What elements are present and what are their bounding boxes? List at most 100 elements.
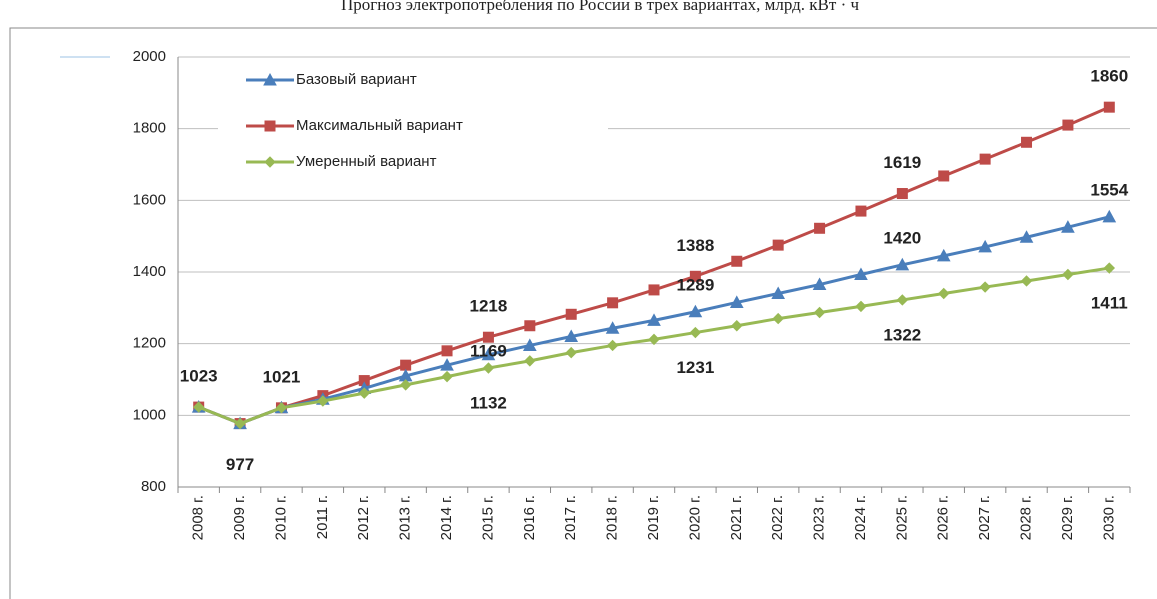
point-marker <box>564 329 579 342</box>
point-marker <box>317 395 329 407</box>
point-marker <box>275 402 288 414</box>
point-marker <box>482 362 495 374</box>
data-label: 1619 <box>883 153 921 172</box>
x-tick-label: 2011 г. <box>314 495 331 539</box>
data-label: 1023 <box>180 367 218 386</box>
legend-marker <box>264 120 276 132</box>
point-marker <box>1062 268 1074 281</box>
point-marker <box>771 286 786 299</box>
point-marker <box>855 300 867 313</box>
x-tick-label: 2027 г. <box>976 495 993 540</box>
x-tick-label: 2013 г. <box>397 495 414 540</box>
x-tick-label: 2017 г. <box>562 495 579 540</box>
x-tick-label: 2014 г. <box>438 495 455 540</box>
chart-frame <box>9 27 1157 599</box>
x-tick-label: 2020 г. <box>686 495 703 540</box>
point-marker <box>1103 262 1116 274</box>
point-marker <box>688 304 703 318</box>
y-tick-label: 1000 <box>133 406 166 423</box>
x-tick-label: 2025 г. <box>893 495 910 540</box>
data-label: 1231 <box>676 358 714 377</box>
x-tick-label: 2028 г. <box>1017 495 1034 540</box>
point-marker <box>938 170 950 182</box>
point-marker <box>689 326 702 339</box>
point-marker <box>482 331 494 343</box>
point-marker <box>565 308 577 320</box>
x-tick-label: 2009 г. <box>231 495 248 540</box>
x-tick-label: 2023 г. <box>811 495 828 540</box>
x-tick-label: 2021 г. <box>728 495 745 540</box>
point-marker <box>772 312 784 325</box>
point-marker <box>1103 101 1115 113</box>
y-tick-label: 2000 <box>133 48 166 65</box>
legend-marker <box>263 72 277 86</box>
point-marker <box>524 320 536 332</box>
point-marker <box>731 255 743 267</box>
point-marker <box>896 188 908 200</box>
point-marker <box>522 338 537 351</box>
point-marker <box>606 339 619 352</box>
point-marker <box>1102 209 1117 223</box>
point-marker <box>689 270 701 282</box>
x-tick-label: 2022 г. <box>769 495 786 540</box>
legend-label: Базовый вариант <box>296 71 417 88</box>
y-tick-label: 1200 <box>133 335 166 352</box>
legend-label: Максимальный вариант <box>296 117 463 134</box>
point-marker <box>441 345 453 357</box>
point-marker <box>854 267 868 281</box>
y-tick-label: 1800 <box>133 120 166 137</box>
point-marker <box>938 287 950 300</box>
point-marker <box>234 417 246 430</box>
data-label: 1218 <box>470 297 508 316</box>
point-marker <box>565 346 577 359</box>
point-marker <box>648 284 660 296</box>
x-tick-label: 2024 г. <box>852 495 869 540</box>
point-marker <box>729 295 744 308</box>
point-marker <box>524 355 536 367</box>
point-marker <box>978 239 992 253</box>
y-tick-label: 1400 <box>133 263 166 280</box>
x-tick-label: 2010 г. <box>272 495 289 540</box>
point-marker <box>1062 119 1074 131</box>
x-tick-label: 2015 г. <box>479 495 496 540</box>
point-marker <box>814 222 826 234</box>
point-marker <box>936 248 951 262</box>
x-tick-label: 2012 г. <box>355 495 372 540</box>
point-marker <box>481 347 496 361</box>
data-label: 1021 <box>263 367 301 386</box>
chart-title: Прогноз электропотребления по России в т… <box>341 0 860 14</box>
point-marker <box>648 333 660 346</box>
point-marker <box>605 321 620 334</box>
x-tick-label: 2018 г. <box>604 495 621 540</box>
x-tick-label: 2029 г. <box>1059 495 1076 540</box>
data-label: 1411 <box>1091 294 1128 313</box>
x-tick-label: 2030 г. <box>1100 495 1117 540</box>
point-marker <box>731 320 743 332</box>
point-marker <box>440 358 454 371</box>
data-label: 1388 <box>676 236 714 255</box>
y-tick-label: 1600 <box>133 191 166 208</box>
legend-box <box>218 66 608 178</box>
point-marker <box>855 205 867 217</box>
point-marker <box>399 379 412 391</box>
point-marker <box>607 297 619 309</box>
point-marker <box>772 239 784 251</box>
x-tick-label: 2008 г. <box>190 495 207 540</box>
point-marker <box>813 306 826 319</box>
data-label: 1289 <box>676 275 714 294</box>
x-tick-label: 2026 г. <box>935 495 952 540</box>
x-tick-label: 2019 г. <box>645 495 662 540</box>
point-marker <box>358 387 370 399</box>
point-marker <box>192 401 205 413</box>
point-marker <box>812 277 827 291</box>
x-tick-label: 2016 г. <box>521 495 538 540</box>
y-tick-label: 800 <box>141 478 166 495</box>
point-marker <box>1021 136 1033 148</box>
data-label: 1554 <box>1090 180 1128 199</box>
legend-marker <box>264 156 276 168</box>
point-marker <box>647 313 661 326</box>
point-marker <box>441 370 453 383</box>
point-marker <box>1061 220 1075 233</box>
point-marker <box>400 359 412 371</box>
